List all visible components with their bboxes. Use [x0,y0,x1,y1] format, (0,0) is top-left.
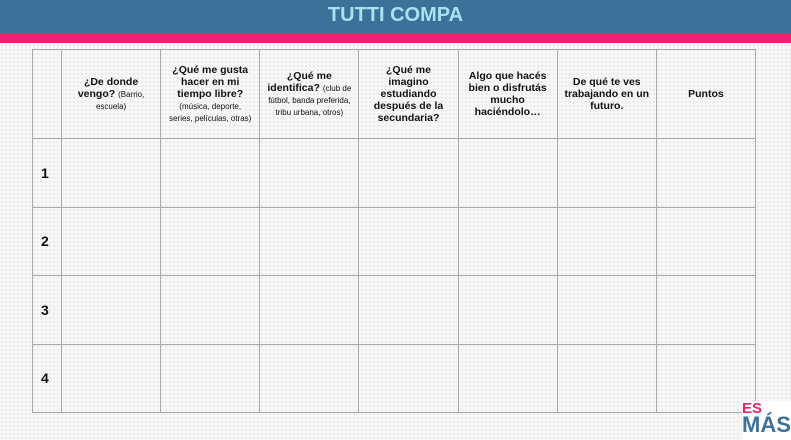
answer-cell[interactable] [160,343,261,413]
column-header: ¿Qué me identifica? (club de fútbol, ban… [259,49,360,139]
answer-cell[interactable] [60,138,162,208]
answer-cell[interactable] [259,275,360,345]
answer-cell[interactable] [655,343,757,413]
answer-cell[interactable] [358,206,459,276]
answer-cell[interactable] [160,275,261,345]
answer-cell[interactable] [556,275,657,345]
table-row: 1 [32,138,757,208]
table-row: 2 [32,206,757,276]
row-number: 3 [32,275,62,345]
answer-cell[interactable] [358,343,459,413]
row-number: 2 [32,206,62,276]
column-header-title: ¿Qué me imagino estudiando después de la… [373,64,444,124]
answer-cell[interactable] [457,275,558,345]
column-header: ¿Qué me imagino estudiando después de la… [358,49,459,139]
answer-cell[interactable] [60,206,162,276]
column-header-note: (Barrio, escuela) [95,90,145,111]
activity-table: ¿De donde vengo? (Barrio, escuela) ¿Qué m… [32,49,757,413]
answer-cell[interactable] [655,275,757,345]
answer-cell[interactable] [556,206,657,276]
logo-es: ES [742,400,763,417]
answer-cell[interactable] [358,275,459,345]
column-header-note: (club de fútbol, banda preferida, tribu … [268,84,352,117]
row-number: 4 [32,343,62,413]
answer-cell[interactable] [60,343,162,413]
row-number: 1 [32,138,62,208]
column-header-title: De qué te ves trabajando en un futuro. [564,76,650,112]
corner-cell [32,49,62,139]
column-header-title: ¿Qué me gusta hacer en mi tiempo libre? [172,64,249,100]
answer-cell[interactable] [556,343,657,413]
column-header: ¿De donde vengo? (Barrio, escuela) [60,49,162,139]
column-header-title: ¿Qué me identifica? [267,70,332,94]
answer-cell[interactable] [457,343,558,413]
logo-mas: MÁS [742,412,791,437]
answer-cell[interactable] [160,138,261,208]
table-row: 4 [32,343,757,413]
column-header-note: (música, deporte, series, películas, otr… [169,102,252,123]
column-header-title: Algo que hacés bien o disfrutás mucho ha… [468,70,547,118]
column-header: Puntos [655,49,757,139]
answer-cell[interactable] [259,206,360,276]
answer-cell[interactable] [457,138,558,208]
column-header: Algo que hacés bien o disfrutás mucho ha… [457,49,558,139]
answer-cell[interactable] [160,206,261,276]
column-header: ¿Qué me gusta hacer en mi tiempo libre? … [160,49,261,139]
column-header-title: ¿De donde vengo? [77,76,139,100]
answer-cell[interactable] [655,138,757,208]
answer-cell[interactable] [457,206,558,276]
column-header-title: Puntos [688,88,724,100]
answer-cell[interactable] [358,138,459,208]
page-title: TUTTI COMPA [327,4,464,26]
answer-cell[interactable] [259,138,360,208]
answer-cell[interactable] [556,138,657,208]
es-mas-logo: ES MÁS [742,401,791,440]
table-row: 3 [32,275,757,345]
answer-cell[interactable] [655,206,757,276]
answer-cell[interactable] [60,275,162,345]
column-header: De qué te ves trabajando en un futuro. [556,49,657,139]
title-bar: TUTTI COMPA [0,0,791,33]
accent-stripe [0,33,791,43]
answer-cell[interactable] [259,343,360,413]
